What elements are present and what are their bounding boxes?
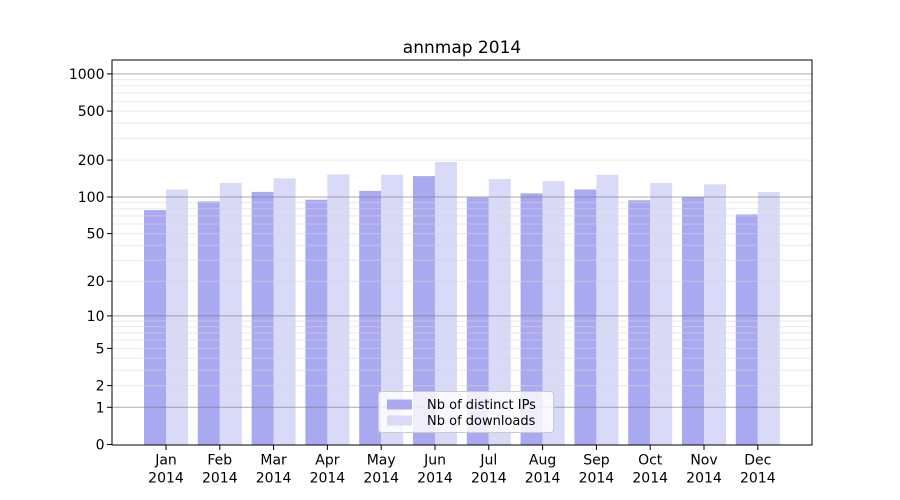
- bar-distinct-ips-mar: [251, 191, 274, 446]
- y-tick-label-500: 500: [78, 104, 105, 120]
- bar-downloads-dec: [757, 191, 780, 446]
- bar-downloads-oct: [650, 183, 673, 446]
- x-tick-label-apr: Apr 2014: [310, 453, 346, 487]
- bar-downloads-aug: [542, 181, 565, 446]
- legend-box: [378, 391, 554, 433]
- y-tick-label-2: 2: [96, 379, 105, 395]
- y-tick-label-1000: 1000: [69, 67, 105, 83]
- bar-distinct-ips-jan: [144, 210, 166, 446]
- x-tick-label-feb: Feb 2014: [202, 453, 238, 487]
- legend-swatch-downloads: [387, 415, 412, 426]
- bar-distinct-ips-dec: [735, 214, 758, 446]
- y-tick-label-50: 50: [87, 227, 105, 243]
- bar-downloads-jun: [435, 162, 457, 446]
- x-tick-label-nov: Nov 2014: [686, 453, 722, 487]
- bar-distinct-ips-aug: [520, 193, 543, 446]
- y-tick-label-5: 5: [96, 341, 105, 357]
- x-tick-label-jan: Jan 2014: [148, 453, 184, 487]
- x-tick-label-jul: Jul 2014: [471, 453, 507, 487]
- legend-label-downloads: Nb of downloads: [427, 414, 536, 429]
- chart-title: annmap 2014: [403, 38, 521, 58]
- bar-distinct-ips-oct: [628, 200, 651, 446]
- x-tick-label-aug: Aug 2014: [525, 453, 561, 487]
- bar-distinct-ips-feb: [197, 201, 220, 446]
- x-tick-label-may: May 2014: [363, 453, 399, 487]
- x-tick-label-jun: Jun 2014: [417, 453, 453, 487]
- y-tick-label-100: 100: [78, 190, 105, 206]
- bar-downloads-apr: [327, 174, 350, 446]
- bar-downloads-sep: [596, 174, 619, 446]
- y-tick-label-200: 200: [78, 153, 105, 169]
- bar-distinct-ips-jun: [413, 176, 435, 446]
- y-tick-label-0: 0: [96, 438, 105, 454]
- bar-downloads-may: [381, 174, 404, 446]
- legend-swatch-distinct-ips: [387, 399, 412, 410]
- x-tick-label-mar: Mar 2014: [256, 453, 292, 487]
- legend: Nb of distinct IPs Nb of downloads: [378, 391, 554, 433]
- bar-distinct-ips-apr: [305, 199, 328, 446]
- bar-distinct-ips-sep: [574, 189, 597, 446]
- y-tick-label-20: 20: [87, 274, 105, 290]
- plot-area: 0 1 2 5 10 20 50 100 200 500 1000 Jan 2014 Feb 2014 Mar…: [69, 59, 813, 487]
- x-tick-label-oct: Oct 2014: [632, 453, 668, 487]
- bar-downloads-nov: [704, 184, 726, 446]
- legend-label-distinct-ips: Nb of distinct IPs: [427, 398, 536, 413]
- x-tick-label-sep: Sep 2014: [579, 453, 615, 487]
- y-tick-label-1: 1: [96, 400, 105, 416]
- bar-downloads-jan: [166, 189, 188, 446]
- y-tick-label-10: 10: [87, 309, 105, 325]
- bar-distinct-ips-may: [359, 190, 382, 446]
- plot-border: [111, 59, 813, 446]
- bar-downloads-mar: [273, 178, 296, 446]
- x-tick-label-dec: Dec 2014: [740, 453, 776, 487]
- bar-downloads-feb: [219, 183, 242, 446]
